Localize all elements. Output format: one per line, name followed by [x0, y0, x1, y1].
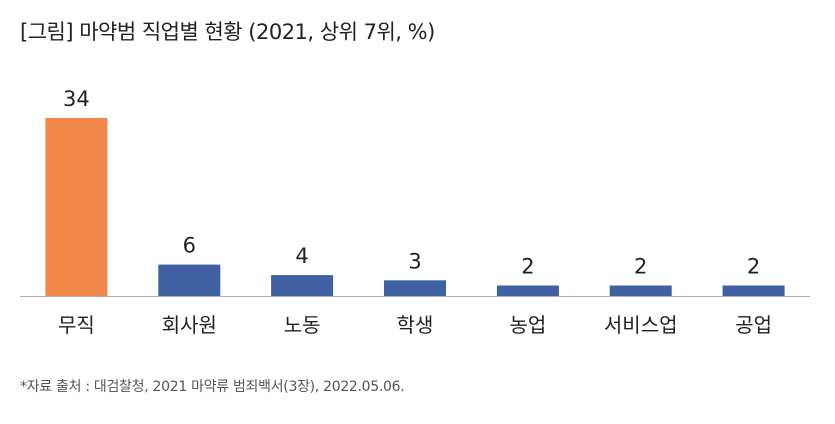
bar-2: [158, 264, 221, 296]
chart-title: [그림] 마약범 직업별 현황 (2021, 상위 7위, %): [20, 20, 435, 44]
value-label-7: 2: [747, 255, 760, 279]
category-label-2: 회사원: [162, 313, 217, 337]
value-label-1: 34: [63, 87, 90, 111]
source-note: *자료 출처 : 대검찰청, 2021 마약류 범죄백서(3장), 2022.0…: [20, 379, 405, 395]
bars-group: [45, 118, 785, 296]
category-label-1: 무직: [58, 313, 95, 337]
bar-6: [609, 285, 672, 296]
value-label-6: 2: [634, 255, 647, 279]
category-label-4: 학생: [397, 313, 434, 337]
value-label-2: 6: [183, 234, 196, 258]
bar-1: [45, 118, 108, 296]
bar-3: [271, 275, 334, 296]
category-label-7: 공업: [735, 313, 772, 337]
bar-5: [496, 285, 559, 296]
category-labels-group: 무직 회사원 노동 학생 농업 서비스업 공업: [58, 313, 772, 337]
category-label-5: 농업: [509, 313, 546, 337]
bar-4: [384, 280, 446, 296]
value-labels-group: 34 6 4 3 2 2 2: [63, 87, 760, 279]
value-label-5: 2: [521, 255, 534, 279]
value-label-3: 4: [295, 244, 308, 268]
value-label-4: 3: [408, 249, 421, 273]
bar-7: [722, 285, 785, 296]
category-label-6: 서비스업: [604, 313, 678, 337]
category-label-3: 노동: [284, 313, 321, 337]
